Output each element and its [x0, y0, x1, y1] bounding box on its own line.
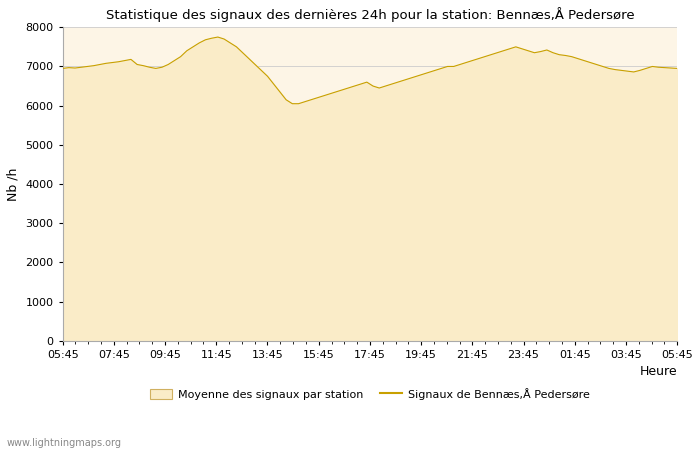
Legend: Moyenne des signaux par station, Signaux de Bennæs,Å Pedersøre: Moyenne des signaux par station, Signaux…: [146, 383, 594, 405]
Text: www.lightningmaps.org: www.lightningmaps.org: [7, 438, 122, 448]
Title: Statistique des signaux des dernières 24h pour la station: Bennæs,Å Pedersøre: Statistique des signaux des dernières 24…: [106, 7, 634, 22]
X-axis label: Heure: Heure: [640, 365, 677, 378]
Y-axis label: Nb /h: Nb /h: [7, 167, 20, 201]
